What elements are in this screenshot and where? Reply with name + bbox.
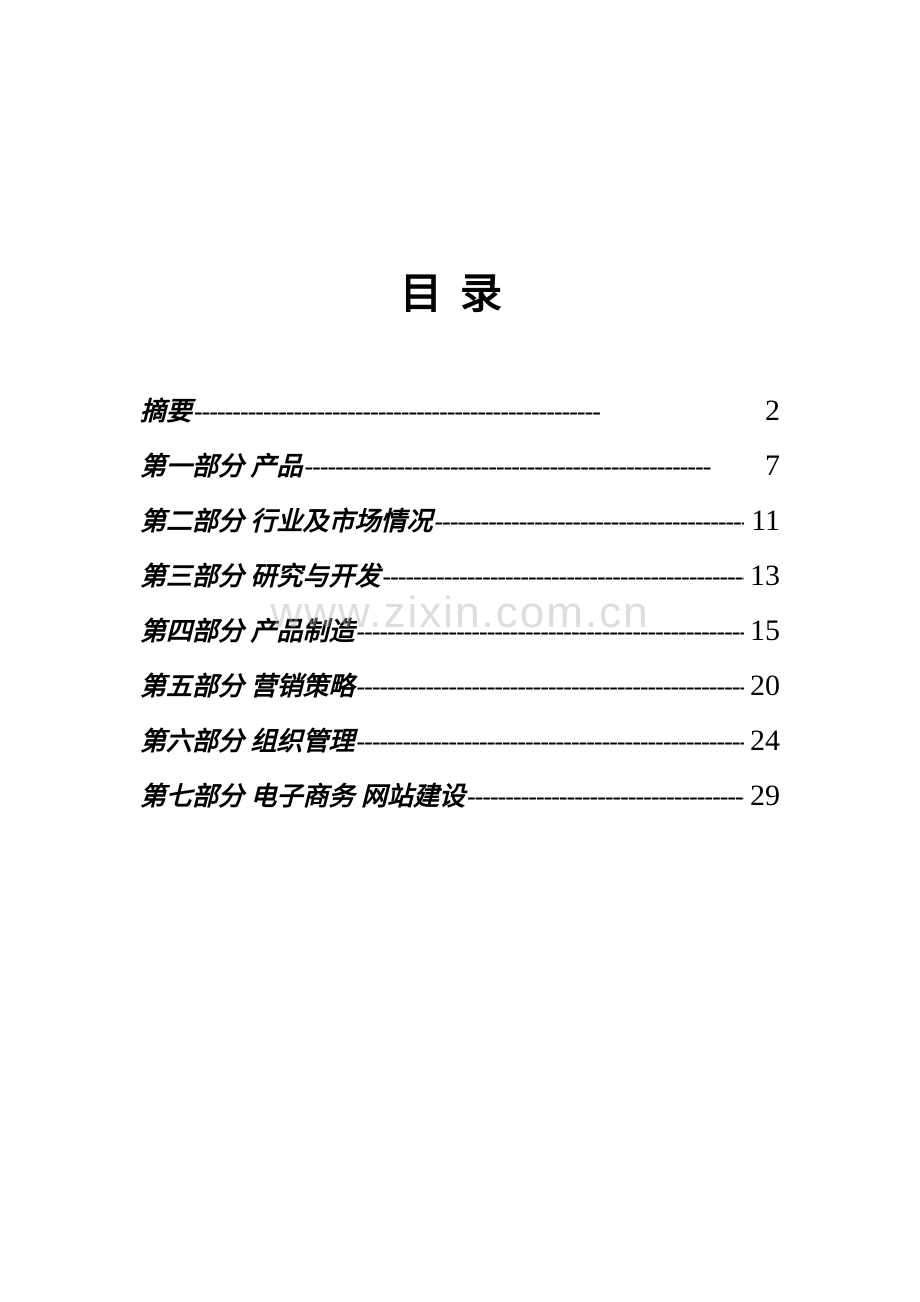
toc-entry: 第三部分 研究与开发 -----------------------------… [140, 556, 780, 593]
toc-entry-label: 第一部分 产品 [140, 446, 303, 483]
toc-entry-page: 11 [744, 504, 780, 538]
toc-entry-label: 第四部分 产品制造 [140, 611, 355, 648]
toc-entry-label: 第七部分 电子商务 网站建设 [140, 776, 465, 813]
toc-title: 目录 [140, 260, 780, 321]
toc-entry-label: 第三部分 研究与开发 [140, 556, 381, 593]
toc-leader: ----------------------------------------… [465, 782, 744, 812]
toc-entry: 第二部分 行业及市场情况 ---------------------------… [140, 501, 780, 538]
toc-entry: 第一部分 产品 --------------------------------… [140, 446, 780, 483]
toc-leader: ----------------------------------------… [355, 617, 744, 647]
page-container: 目录 摘要 ----------------------------------… [0, 0, 920, 813]
toc-entry: 摘要 -------------------------------------… [140, 391, 780, 428]
toc-entry: 第四部分 产品制造 ------------------------------… [140, 611, 780, 648]
toc-entry-page: 29 [744, 779, 780, 813]
toc-entry-page: 15 [744, 614, 780, 648]
toc-entry-label: 第二部分 行业及市场情况 [140, 501, 433, 538]
toc-entry-label: 第六部分 组织管理 [140, 721, 355, 758]
toc-entry-page: 24 [744, 724, 780, 758]
toc-list: 摘要 -------------------------------------… [140, 391, 780, 813]
toc-entry: 第六部分 组织管理 ------------------------------… [140, 721, 780, 758]
toc-leader: ----------------------------------------… [433, 507, 744, 537]
toc-entry-page: 20 [744, 669, 780, 703]
toc-leader: ----------------------------------------… [355, 727, 744, 757]
toc-entry-label: 第五部分 营销策略 [140, 666, 355, 703]
toc-entry-page: 13 [744, 559, 780, 593]
toc-entry: 第七部分 电子商务 网站建设 -------------------------… [140, 776, 780, 813]
toc-entry-page: 2 [744, 394, 780, 428]
toc-leader: ----------------------------------------… [381, 562, 744, 592]
toc-leader: ----------------------------------------… [192, 397, 744, 427]
toc-entry-page: 7 [744, 449, 780, 483]
toc-leader: ----------------------------------------… [355, 672, 744, 702]
toc-leader: ----------------------------------------… [303, 452, 744, 482]
toc-entry: 第五部分 营销策略 ------------------------------… [140, 666, 780, 703]
toc-entry-label: 摘要 [140, 391, 192, 428]
